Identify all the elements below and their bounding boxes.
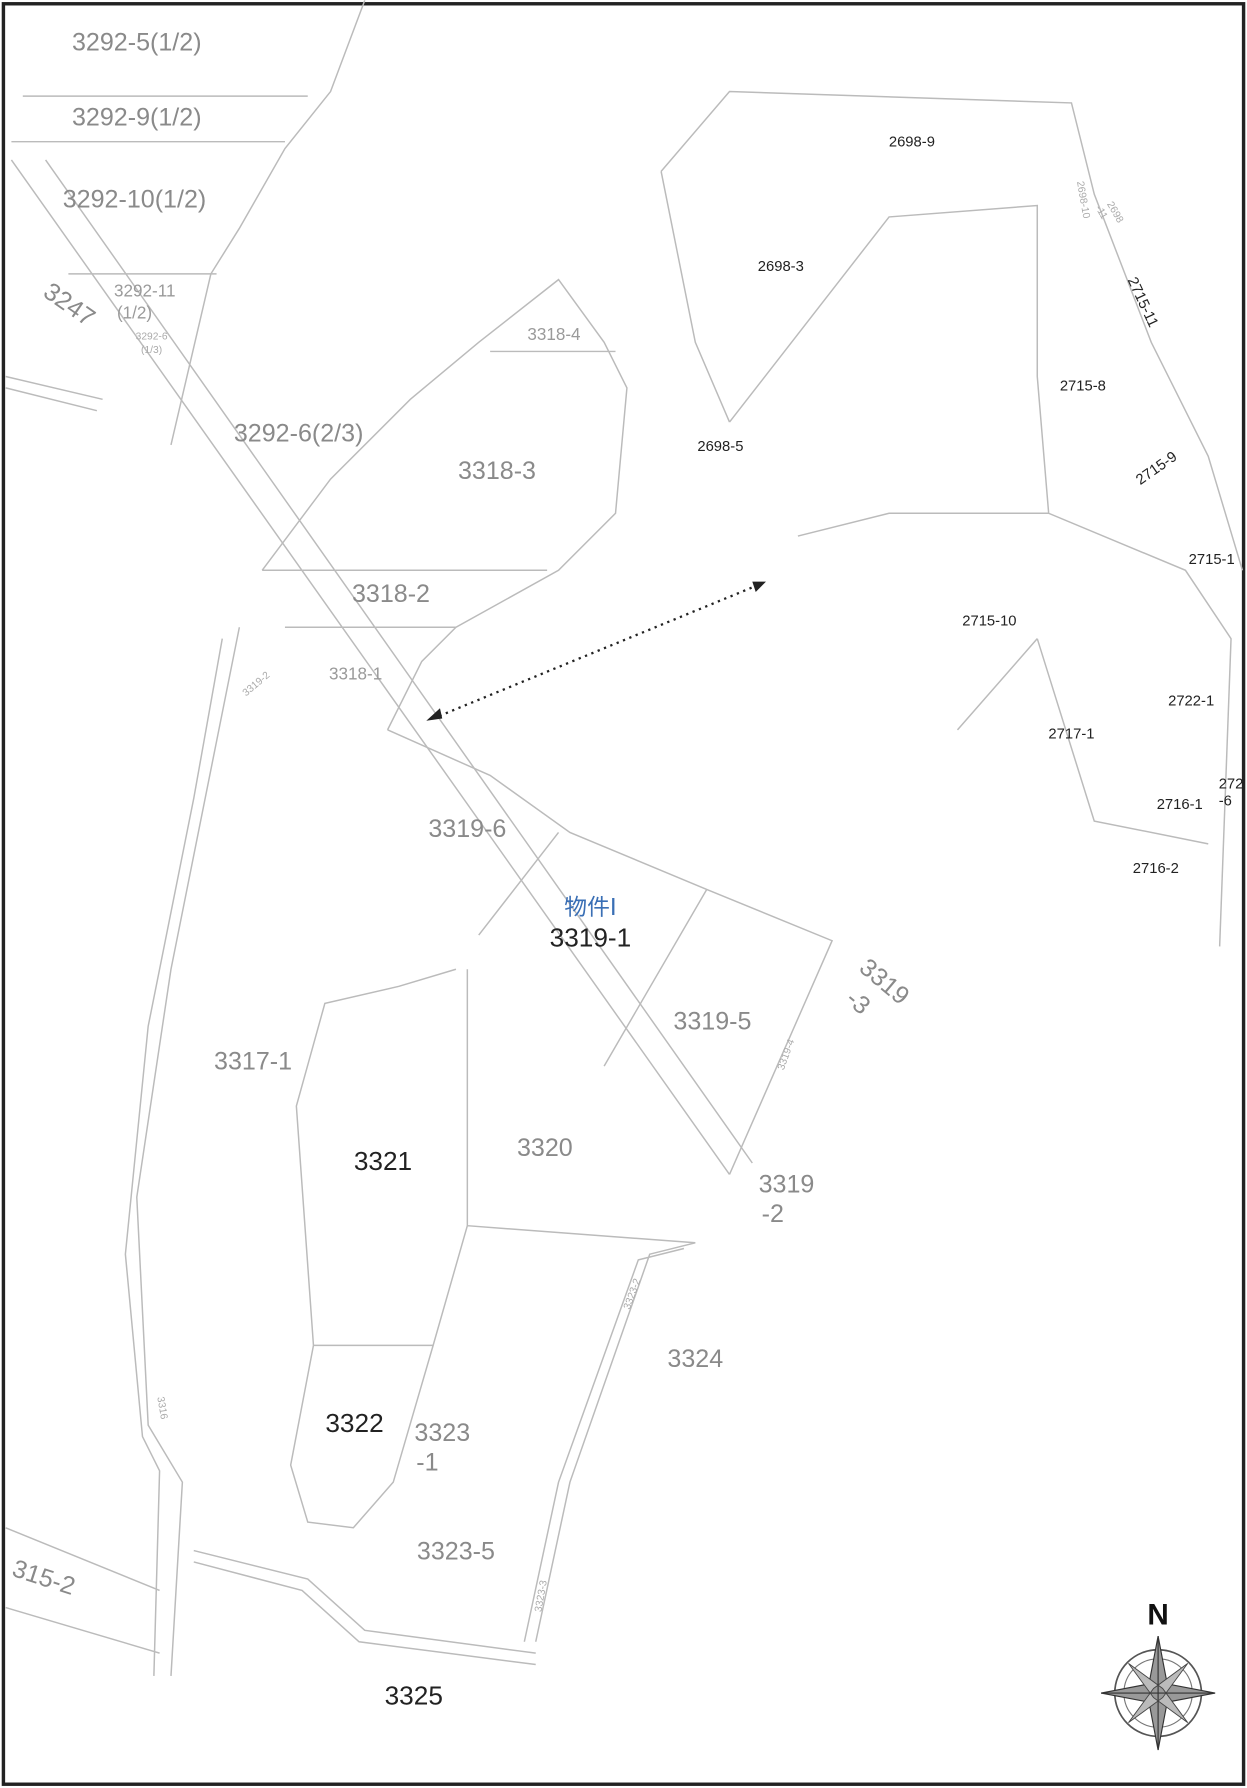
compass-label: N bbox=[1147, 1598, 1168, 1631]
parcel-label: 3316 bbox=[154, 1396, 169, 1421]
parcel-label: 2715-9 bbox=[1133, 449, 1180, 489]
parcel-label: -1 bbox=[416, 1449, 438, 1477]
parcel-label: (1/2) bbox=[117, 303, 152, 322]
parcel-label: -6 bbox=[1219, 794, 1232, 810]
parcel-label: 2698-9 bbox=[889, 135, 935, 151]
parcel-label: 3292-6(2/3) bbox=[234, 419, 364, 447]
parcel-label: 3322 bbox=[325, 1408, 383, 1438]
parcel-label: -2 bbox=[762, 1200, 784, 1228]
parcel-label: 3292-6 bbox=[136, 331, 168, 342]
property-parcel: 3319-1 bbox=[550, 923, 632, 953]
parcel-label: 315-2 bbox=[9, 1555, 79, 1601]
parcel-label: 3292-11 bbox=[114, 282, 175, 301]
map: 3292-5(1/2) 3292-9(1/2) 3292-10(1/2) 324… bbox=[0, 0, 1247, 1788]
parcel-label: 3319-6 bbox=[428, 815, 506, 843]
frame bbox=[3, 4, 1243, 1784]
parcel-label: 3325 bbox=[385, 1681, 443, 1711]
parcel-label: 3323-5 bbox=[417, 1537, 495, 1565]
parcel-label: 2722-1 bbox=[1168, 693, 1214, 709]
parcel-label: 2715-10 bbox=[962, 613, 1016, 629]
parcel-label: 3318-1 bbox=[329, 665, 382, 684]
parcel-label: 2715-8 bbox=[1060, 379, 1106, 395]
property-tag: 物件Ⅰ bbox=[564, 894, 616, 920]
distance-arrow bbox=[426, 582, 766, 721]
parcel-label: 3292-5(1/2) bbox=[72, 28, 202, 56]
parcel-label: 3318-3 bbox=[458, 457, 536, 485]
parcel-label: 3317-1 bbox=[214, 1047, 292, 1075]
parcel-label: 3324 bbox=[667, 1345, 723, 1373]
parcel-label: 272 bbox=[1219, 776, 1244, 792]
parcel-label: 3320 bbox=[517, 1134, 573, 1162]
parcel-label: 2698-5 bbox=[697, 439, 743, 455]
parcel-label: 3318-2 bbox=[352, 580, 430, 608]
parcel-label: 3292-9(1/2) bbox=[72, 104, 202, 132]
parcel-label: 3318-4 bbox=[527, 325, 580, 344]
parcel-label: 3319-5 bbox=[673, 1007, 751, 1035]
parcel-label: 3292-10(1/2) bbox=[63, 186, 207, 214]
parcel-lines bbox=[6, 0, 1243, 1676]
parcel-label: 2716-1 bbox=[1157, 797, 1203, 813]
parcel-label: 2698-10 bbox=[1074, 180, 1091, 219]
parcel-label: 2716-2 bbox=[1133, 861, 1179, 877]
parcel-label: 3321 bbox=[354, 1146, 412, 1176]
parcel-label: 3319-4 bbox=[776, 1038, 797, 1072]
parcel-label: 2715-1 bbox=[1189, 552, 1235, 568]
parcel-label: -3 bbox=[841, 984, 876, 1020]
labels: 3292-5(1/2) 3292-9(1/2) 3292-10(1/2) 324… bbox=[9, 28, 1243, 1710]
parcel-label: (1/3) bbox=[141, 345, 162, 356]
parcel-label: 2698-3 bbox=[758, 259, 804, 275]
parcel-label: 3323 bbox=[414, 1419, 470, 1447]
parcel-label: 3247 bbox=[38, 277, 100, 332]
parcel-label: 2717-1 bbox=[1048, 726, 1094, 742]
parcel-label: 3319-2 bbox=[241, 670, 273, 699]
compass: N bbox=[1101, 1598, 1215, 1750]
parcel-label: 3319 bbox=[759, 1170, 815, 1198]
parcel-label: 2715-11 bbox=[1124, 275, 1161, 330]
